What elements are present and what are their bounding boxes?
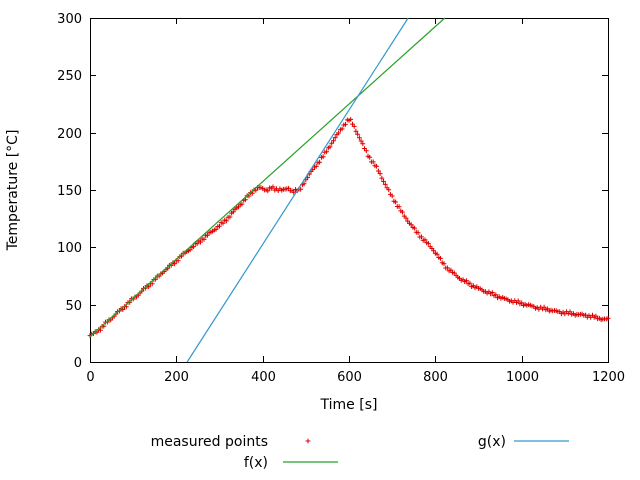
y-axis-title: Temperature [°C] [5,130,21,252]
x-tick-label: 200 [164,370,189,385]
series-f-line [89,17,446,338]
y-tick-label: 250 [57,69,82,84]
series-g-line [186,17,409,363]
legend-label-gx: g(x) [478,434,506,450]
plot-border [90,18,609,363]
legend: measured points g(x) f(x) [151,434,569,471]
y-tick-label: 150 [57,184,82,199]
x-tick-label: 0 [86,370,94,385]
x-tick-label: 400 [251,370,276,385]
y-tick-label: 100 [57,241,82,256]
y-axis-ticks: 0 50 100 150 200 250 300 [57,12,608,371]
series-measured-points [87,117,611,338]
legend-plus-glyph [305,438,311,444]
x-axis-title: Time [s] [320,397,378,413]
x-tick-label: 1200 [592,370,625,385]
legend-label-fx: f(x) [244,455,268,471]
x-tick-label: 1000 [506,370,539,385]
y-tick-label: 300 [57,12,82,27]
legend-label-measured-points: measured points [151,434,268,450]
x-axis-ticks: 0 200 400 600 800 1000 1200 [86,18,625,385]
y-tick-label: 50 [65,299,82,314]
x-tick-label: 600 [337,370,362,385]
plot-area: 0 200 400 600 800 1000 1200 0 50 100 150 200 250 300 [57,12,625,385]
y-tick-label: 0 [74,356,82,371]
legend-sample-plus-marker [305,438,311,444]
y-tick-label: 200 [57,127,82,142]
x-tick-label: 800 [423,370,448,385]
